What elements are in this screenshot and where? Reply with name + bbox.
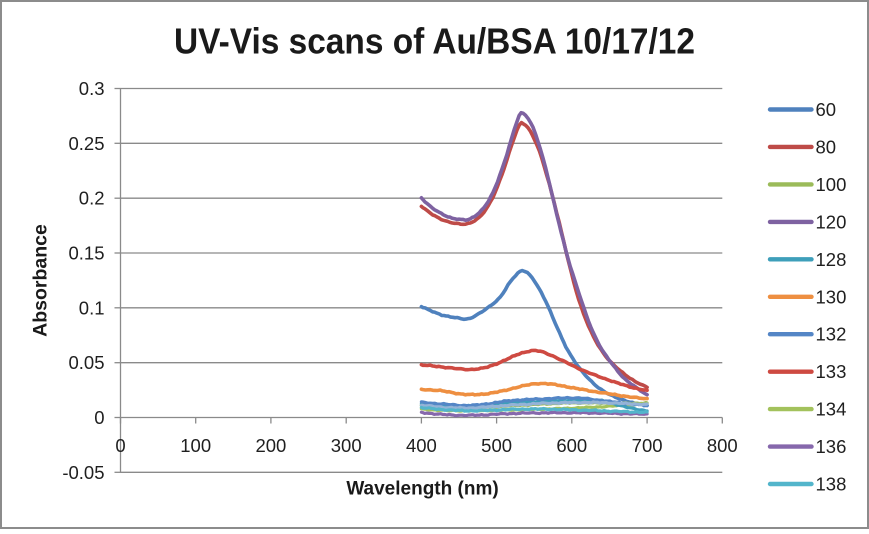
svg-text:800: 800 bbox=[707, 435, 738, 456]
svg-text:700: 700 bbox=[632, 435, 663, 456]
svg-text:138: 138 bbox=[816, 474, 847, 495]
svg-text:128: 128 bbox=[816, 249, 847, 270]
svg-text:200: 200 bbox=[255, 435, 286, 456]
svg-text:100: 100 bbox=[816, 174, 847, 195]
svg-text:0: 0 bbox=[94, 407, 104, 428]
svg-text:0.05: 0.05 bbox=[68, 352, 104, 373]
svg-text:500: 500 bbox=[481, 435, 512, 456]
svg-text:300: 300 bbox=[331, 435, 362, 456]
svg-text:134: 134 bbox=[816, 399, 847, 420]
svg-text:UV-Vis scans of Au/BSA 10/17/1: UV-Vis scans of Au/BSA 10/17/12 bbox=[174, 21, 695, 62]
svg-text:60: 60 bbox=[816, 99, 837, 120]
svg-text:100: 100 bbox=[180, 435, 211, 456]
svg-text:130: 130 bbox=[816, 286, 847, 307]
svg-text:Absorbance: Absorbance bbox=[30, 224, 52, 337]
svg-text:0.3: 0.3 bbox=[79, 78, 105, 99]
svg-text:0.1: 0.1 bbox=[79, 297, 105, 318]
svg-text:600: 600 bbox=[556, 435, 587, 456]
svg-text:132: 132 bbox=[816, 324, 847, 345]
svg-text:136: 136 bbox=[816, 436, 847, 457]
svg-text:0.2: 0.2 bbox=[79, 188, 105, 209]
svg-text:-0.05: -0.05 bbox=[62, 462, 104, 483]
svg-text:133: 133 bbox=[816, 361, 847, 382]
svg-text:0: 0 bbox=[115, 435, 125, 456]
svg-text:0.15: 0.15 bbox=[68, 243, 104, 264]
svg-text:0.25: 0.25 bbox=[68, 133, 104, 154]
svg-text:400: 400 bbox=[406, 435, 437, 456]
svg-text:80: 80 bbox=[816, 136, 837, 157]
svg-text:120: 120 bbox=[816, 211, 847, 232]
svg-text:Wavelength (nm): Wavelength (nm) bbox=[346, 479, 498, 500]
